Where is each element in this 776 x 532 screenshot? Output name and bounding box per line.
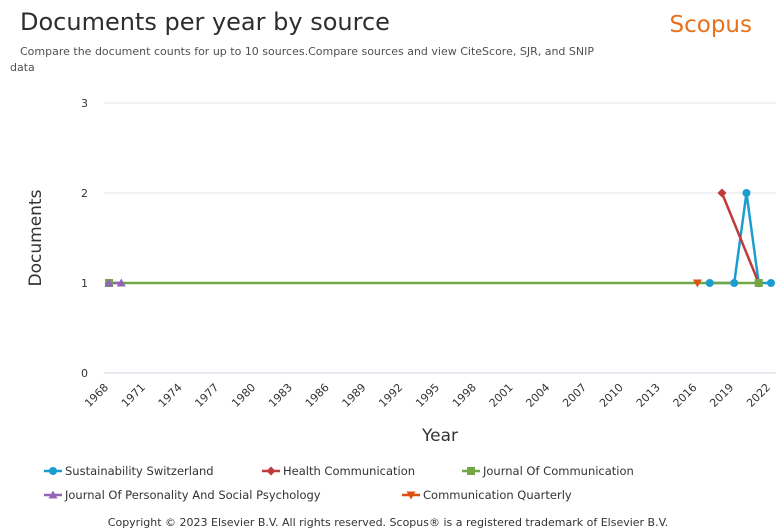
x-tick-label: 1986 [303, 381, 332, 410]
data-point[interactable] [705, 279, 714, 287]
chart-title: Documents per year by source [20, 8, 390, 36]
x-tick-label: 2016 [671, 381, 700, 410]
y-tick-label: 2 [81, 187, 88, 200]
legend-symbol-icon [44, 490, 62, 499]
x-tick-label: 2001 [487, 381, 516, 410]
data-point[interactable] [717, 188, 727, 198]
x-tick-label: 2019 [707, 381, 736, 410]
data-point[interactable] [730, 279, 739, 287]
data-point[interactable] [692, 279, 702, 288]
x-tick-label: 2013 [634, 381, 663, 410]
scopus-logo[interactable]: Scopus [669, 12, 752, 38]
gridlines [104, 102, 776, 374]
x-tick-label: 1995 [413, 381, 442, 410]
x-tick-label: 2022 [744, 381, 773, 410]
legend-label: Journal Of Personality And Social Psycho… [65, 488, 321, 502]
data-point[interactable] [754, 279, 763, 287]
data-point[interactable] [116, 278, 126, 287]
x-axis-label: Year [421, 426, 458, 446]
legend-item[interactable]: Journal Of Personality And Social Psycho… [44, 488, 321, 502]
legend-symbol-icon [262, 466, 280, 476]
chart-subtitle: Compare the document counts for up to 10… [10, 45, 594, 74]
legend-item[interactable]: Journal Of Communication [462, 464, 634, 478]
legend-marker-icon[interactable] [467, 467, 475, 475]
legend-label: Communication Quarterly [423, 488, 572, 502]
series-line-1[interactable] [720, 192, 760, 284]
x-tick-label: 1974 [156, 381, 185, 410]
legend-label: Health Communication [283, 464, 416, 478]
series-lines [109, 192, 771, 285]
series-markers [104, 188, 775, 288]
y-tick-label: 3 [81, 97, 88, 110]
x-tick-label: 1971 [119, 381, 148, 410]
x-tick-label: 2007 [560, 381, 589, 410]
legend-marker-icon[interactable] [48, 490, 58, 499]
x-tick-label: 2010 [597, 381, 626, 410]
x-tick-label: 1980 [229, 381, 258, 410]
x-tick-label: 1983 [266, 381, 295, 410]
copyright-notice: Copyright © 2023 Elsevier B.V. All right… [107, 516, 669, 529]
data-point[interactable] [767, 279, 775, 287]
data-point[interactable] [104, 278, 114, 287]
legend-label: Sustainability Switzerland [65, 464, 214, 478]
y-axis-label: Documents [26, 189, 46, 286]
legend-item[interactable]: Health Communication [262, 464, 415, 478]
y-axis-ticks: 0 1 2 3 [81, 97, 88, 380]
legend-item[interactable]: Communication Quarterly [402, 488, 572, 502]
legend-marker-icon[interactable] [266, 466, 276, 476]
x-tick-label: 1992 [376, 381, 405, 410]
x-tick-label: 1968 [82, 381, 111, 410]
legend-symbol-icon [44, 467, 62, 475]
legend-marker-icon[interactable] [406, 491, 416, 500]
x-tick-label: 1977 [192, 381, 221, 410]
x-tick-label: 1989 [340, 381, 369, 410]
legend-label: Journal Of Communication [483, 464, 634, 478]
y-tick-label: 1 [81, 277, 88, 290]
legend-symbol-icon [462, 467, 480, 475]
x-tick-label: 1998 [450, 381, 479, 410]
chart-legend: Sustainability Switzerland Health Communi… [44, 464, 744, 512]
legend-marker-icon[interactable] [49, 467, 57, 475]
legend-symbol-icon [402, 491, 420, 500]
y-tick-label: 0 [81, 367, 88, 380]
legend-item[interactable]: Sustainability Switzerland [44, 464, 214, 478]
data-point[interactable] [742, 189, 751, 197]
x-axis-ticks: 1968 1971 1974 1977 1980 1983 1986 1989 1992 1995… [82, 381, 773, 410]
x-tick-label: 2004 [523, 381, 552, 410]
